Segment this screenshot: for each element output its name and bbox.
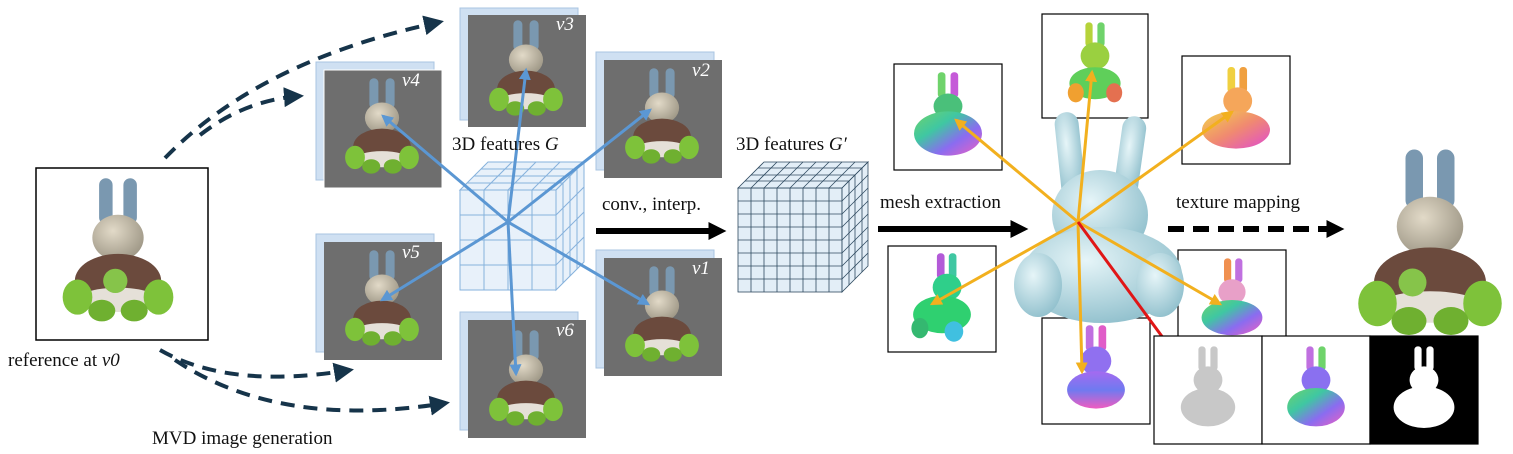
bunny-toy-car-icon bbox=[62, 178, 174, 322]
conv-label: conv., interp. bbox=[602, 194, 702, 215]
normal-map-panel-6 bbox=[1041, 317, 1151, 425]
texture-mapping-label: texture mapping bbox=[1176, 192, 1300, 213]
view-image-v6 bbox=[459, 311, 586, 438]
mvd-label: MVD image generation bbox=[152, 428, 333, 449]
normal-map-panel-1 bbox=[893, 63, 1003, 171]
view-image-v1 bbox=[595, 249, 722, 376]
dashed-generation-arrows bbox=[159, 15, 450, 416]
silhouette-mask-icon bbox=[1369, 335, 1479, 445]
normal-map-panel-3 bbox=[1181, 55, 1291, 165]
process-arrows bbox=[596, 220, 1345, 240]
bunny-mesh-icon bbox=[1014, 112, 1184, 323]
features-g-prime-label: 3D features G′ bbox=[736, 134, 847, 155]
normal-map-panel-5 bbox=[1177, 249, 1287, 343]
view-label-v3: v3 bbox=[556, 14, 574, 35]
view-label-v6: v6 bbox=[556, 320, 574, 341]
projection-rays-blue bbox=[379, 67, 652, 377]
feature-grid-g-prime bbox=[737, 161, 869, 293]
normal-map-panel-2 bbox=[1041, 13, 1149, 119]
view-label-v5: v5 bbox=[402, 242, 420, 263]
mesh-extraction-label: mesh extraction bbox=[880, 192, 1001, 213]
view-image-v4 bbox=[315, 61, 443, 189]
view-label-v2: v2 bbox=[692, 60, 710, 81]
normal-map-icon bbox=[1261, 335, 1371, 445]
feature-grid-g bbox=[458, 160, 586, 292]
reference-image bbox=[35, 167, 209, 341]
view-image-v2 bbox=[595, 51, 722, 178]
features-g-label: 3D features G bbox=[452, 134, 559, 155]
textured-bunny-icon bbox=[1358, 149, 1502, 335]
view-label-v1: v1 bbox=[692, 258, 710, 279]
depth-map-icon bbox=[1153, 335, 1263, 445]
reference-label: reference at v0 bbox=[8, 350, 120, 371]
view-image-v5 bbox=[315, 233, 442, 360]
view-label-v4: v4 bbox=[402, 70, 420, 91]
